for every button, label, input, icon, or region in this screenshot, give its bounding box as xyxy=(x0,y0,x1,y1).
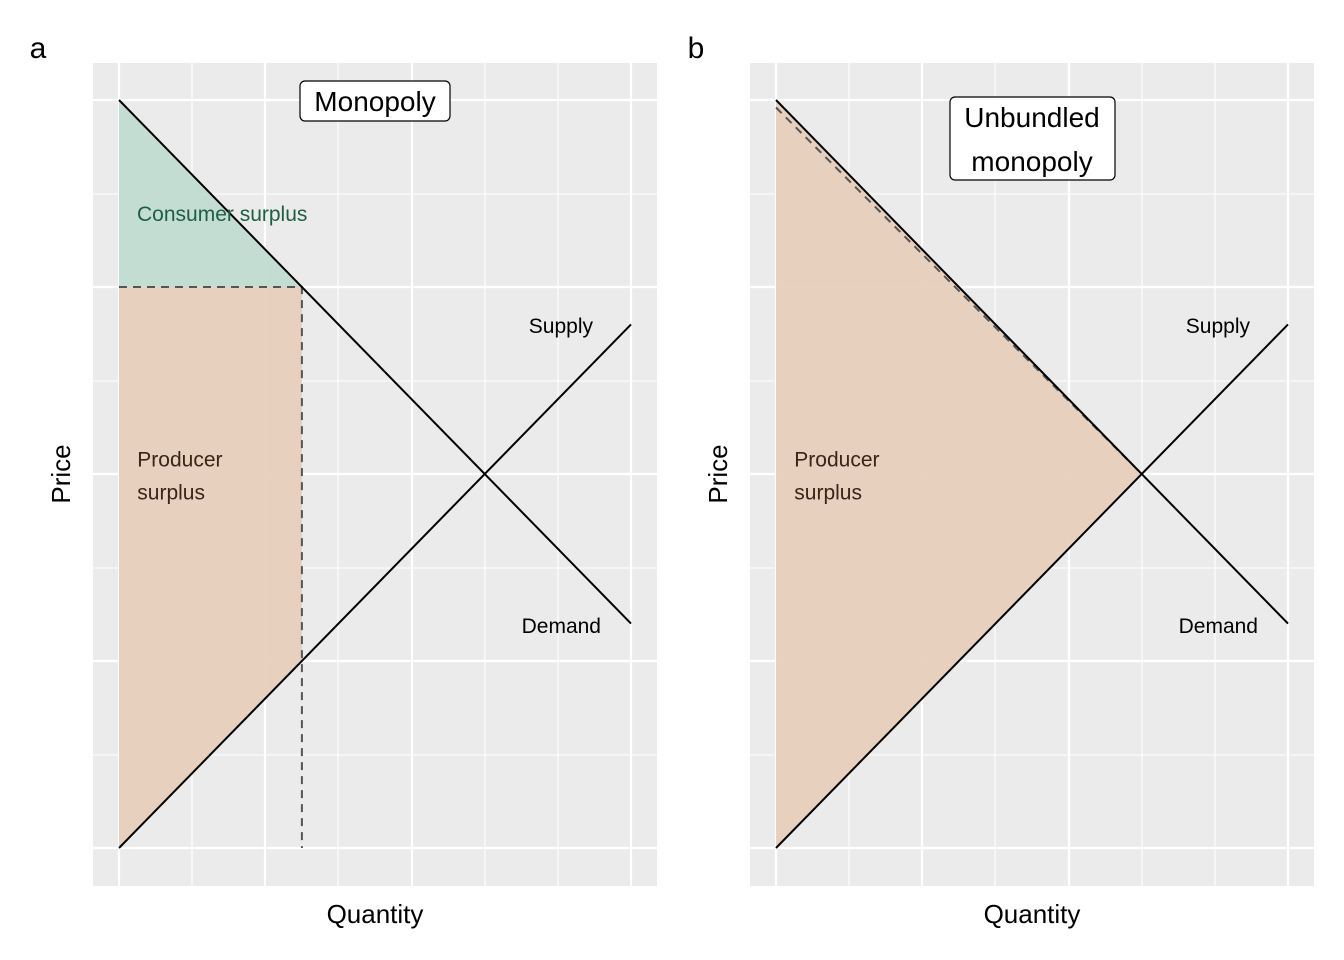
y-axis-title: Price xyxy=(46,444,76,503)
producer-surplus-region xyxy=(776,100,1142,848)
panel-title: Monopoly xyxy=(314,86,435,117)
panel-tag-a: a xyxy=(30,32,47,65)
demand-label: Demand xyxy=(1179,615,1258,638)
panel-title-line-1: Unbundled xyxy=(964,102,1099,133)
x-axis-title: Quantity xyxy=(984,899,1081,929)
consumer-surplus-label: Consumer surplus xyxy=(137,203,307,226)
supply-label: Supply xyxy=(1186,315,1251,338)
producer-surplus-label-line-1: Producer xyxy=(794,449,879,472)
demand-label: Demand xyxy=(522,615,601,638)
panel-title-line-2: monopoly xyxy=(971,146,1092,177)
x-axis-title: Quantity xyxy=(327,899,424,929)
demand-curve xyxy=(775,99,1289,625)
demand-curve xyxy=(118,99,632,625)
title-box xyxy=(949,96,1116,181)
supply-curve xyxy=(775,323,1289,849)
producer-surplus-label: Producer surplus xyxy=(137,449,228,505)
supply-label: Supply xyxy=(529,315,594,338)
panel-a: a Consumer surplus Produce xyxy=(30,32,657,929)
price-discrimination-guide xyxy=(775,106,1143,475)
producer-surplus-label-line-1: Producer xyxy=(137,449,222,472)
producer-surplus-label-line-2: surplus xyxy=(137,482,205,505)
producer-surplus-label: Producer surplus xyxy=(794,449,885,505)
panel-tag-b: b xyxy=(688,32,705,65)
y-axis-title: Price xyxy=(703,444,733,503)
producer-surplus-label-line-2: surplus xyxy=(794,482,862,505)
title-box xyxy=(299,80,451,122)
supply-curve xyxy=(118,323,632,849)
panel-b: b Producer surplus S xyxy=(688,32,1314,929)
